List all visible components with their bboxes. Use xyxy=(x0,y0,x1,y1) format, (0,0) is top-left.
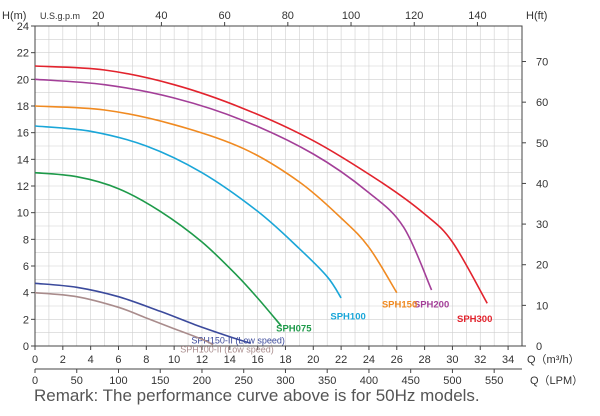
curve-sph200 xyxy=(34,78,433,291)
curve-sph100-ii-low-speed xyxy=(34,291,214,346)
x-top-tick-label: 40 xyxy=(155,10,167,22)
y-left-tick-label: 12 xyxy=(17,181,29,193)
curve-label-sph150: SPH150 xyxy=(382,299,417,310)
x-bottom-tick-label: 4 xyxy=(88,354,94,366)
x-bottom-tick-label: 34 xyxy=(502,354,514,366)
x-bottom-tick-label: 24 xyxy=(363,354,375,366)
y-left-tick-label: 16 xyxy=(17,128,29,140)
x-bottom-tick-label: 0 xyxy=(32,354,38,366)
curve-label-sph150-ii-low-speed: SPH150-II (Low speed) xyxy=(191,335,285,345)
y-left-axis-label: H(m) xyxy=(2,10,26,22)
y-right-tick-label: 50 xyxy=(536,138,548,150)
y-right-axis-label: H(ft) xyxy=(526,10,547,22)
grid xyxy=(35,26,522,346)
x-bottom-tick-label: 16 xyxy=(252,354,264,366)
y-right-tick-label: 30 xyxy=(536,219,548,231)
lpm-tick-label: 300 xyxy=(276,375,294,387)
y-left-tick-label: 2 xyxy=(23,314,29,326)
x-top-axis-label: U.S.g.p.m xyxy=(40,11,80,21)
y-right-tick-label: 70 xyxy=(536,57,548,69)
x-bottom-tick-label: 32 xyxy=(474,354,486,366)
y-right-tick-label: 60 xyxy=(536,97,548,109)
lpm-tick-label: 400 xyxy=(360,375,378,387)
lpm-tick-label: 200 xyxy=(193,375,211,387)
x-bottom-tick-label: 12 xyxy=(196,354,208,366)
y-left-tick-label: 4 xyxy=(23,288,29,300)
lpm-tick-label: 150 xyxy=(151,375,169,387)
y-left-tick-label: 14 xyxy=(17,154,29,166)
lpm-tick-label: 450 xyxy=(402,375,420,387)
curve-label-sph300: SPH300 xyxy=(457,314,492,325)
x-bottom-tick-label: 26 xyxy=(391,354,403,366)
curve-label-sph100-ii-low-speed: SPH100-II (Low speed) xyxy=(180,345,274,355)
y-left-tick-label: 24 xyxy=(17,21,29,33)
curve-label-sph075: SPH075 xyxy=(276,323,312,334)
curve-sph150-ii-low-speed xyxy=(34,282,251,345)
x-top-tick-label: 120 xyxy=(405,10,423,22)
x-bottom-tick-label: 20 xyxy=(307,354,319,366)
remark-note: Remark: The performance curve above is f… xyxy=(34,386,480,405)
x-bottom-tick-label: 2 xyxy=(60,354,66,366)
lpm-tick-label: 250 xyxy=(235,375,253,387)
y-right-tick-label: 40 xyxy=(536,178,548,190)
curve-label-sph200: SPH200 xyxy=(414,299,449,310)
x-bottom-tick-label: 28 xyxy=(418,354,430,366)
lpm-tick-label: 550 xyxy=(485,375,503,387)
lpm-tick-label: 350 xyxy=(318,375,336,387)
curve-sph100 xyxy=(34,125,342,299)
lpm-axis-label: Q（LPM） xyxy=(530,374,583,387)
x-top-tick-label: 60 xyxy=(218,10,230,22)
x-bottom-tick-label: 10 xyxy=(168,354,180,366)
y-right-tick-label: 10 xyxy=(536,300,548,312)
x-top-tick-label: 140 xyxy=(468,10,486,22)
x-top-tick-label: 100 xyxy=(342,10,360,22)
y-left-tick-label: 6 xyxy=(23,261,29,273)
y-left-tick-label: 10 xyxy=(17,208,29,220)
x-bottom-tick-label: 30 xyxy=(446,354,458,366)
x-bottom-tick-label: 6 xyxy=(115,354,121,366)
y-left-tick-label: 0 xyxy=(23,341,29,353)
curve-label-sph100: SPH100 xyxy=(330,311,365,322)
lpm-tick-label: 500 xyxy=(443,375,461,387)
curve-sph300 xyxy=(34,65,488,304)
y-left-tick-label: 22 xyxy=(17,48,29,60)
x-bottom-tick-label: 18 xyxy=(279,354,291,366)
x-bottom-tick-label: 22 xyxy=(335,354,347,366)
curve-sph075 xyxy=(34,171,282,327)
x-bottom-tick-label: 8 xyxy=(143,354,149,366)
axes: 024681012141618202224H(m)010203040506070… xyxy=(2,10,583,387)
y-left-tick-label: 20 xyxy=(17,74,29,86)
lpm-tick-label: 50 xyxy=(71,375,83,387)
lpm-tick-label: 0 xyxy=(32,375,38,387)
y-right-tick-label: 20 xyxy=(536,260,548,272)
y-right-tick-label: 0 xyxy=(536,341,542,353)
x-bottom-tick-label: 14 xyxy=(224,354,236,366)
x-top-tick-label: 20 xyxy=(92,10,104,22)
x-bottom-axis-label: Q（m³/h） xyxy=(527,353,580,366)
x-top-tick-label: 80 xyxy=(282,10,294,22)
y-left-tick-label: 8 xyxy=(23,234,29,246)
lpm-tick-label: 100 xyxy=(109,375,127,387)
y-left-tick-label: 18 xyxy=(17,101,29,113)
curve-sph150 xyxy=(34,105,398,294)
